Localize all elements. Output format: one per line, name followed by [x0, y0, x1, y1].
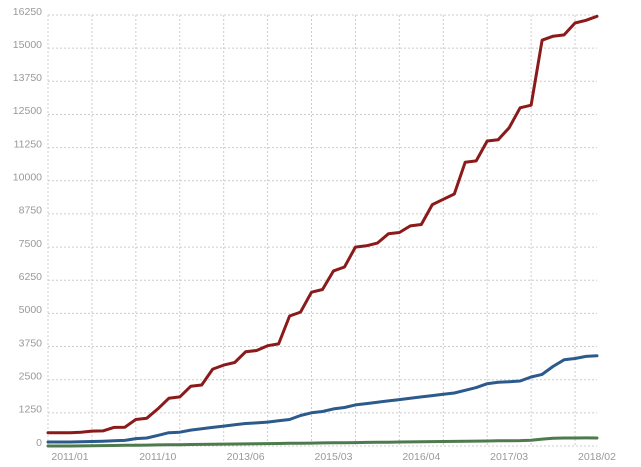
y-tick-label: 3750 — [19, 337, 43, 349]
line-series — [46, 436, 599, 448]
x-tick-label: 2013/06 — [227, 451, 265, 463]
y-tick-label: 10000 — [13, 172, 42, 184]
y-tick-label: 13750 — [13, 72, 42, 84]
y-tick-label: 6250 — [19, 271, 43, 283]
y-tick-label: 16250 — [13, 6, 42, 18]
y-tick-label: 15000 — [13, 39, 42, 51]
x-tick-label: 2016/04 — [402, 451, 440, 463]
x-tick-label: 2017/03 — [490, 451, 528, 463]
y-tick-label: 0 — [36, 437, 42, 449]
y-tick-label: 8750 — [19, 205, 43, 217]
line-series — [46, 14, 599, 435]
y-tick-label: 7500 — [19, 238, 43, 250]
x-tick-label: 2011/10 — [139, 451, 176, 463]
x-tick-label: 2015/03 — [314, 451, 352, 463]
y-tick-label: 1250 — [19, 404, 43, 416]
line-series — [46, 354, 599, 444]
y-tick-label: 5000 — [19, 304, 43, 316]
y-tick-label: 11250 — [14, 138, 43, 150]
y-tick-label: 2500 — [19, 370, 43, 382]
y-tick-label: 12500 — [13, 105, 42, 117]
x-tick-label: 2018/02 — [578, 451, 616, 463]
x-tick-label: 2011/01 — [51, 451, 88, 463]
